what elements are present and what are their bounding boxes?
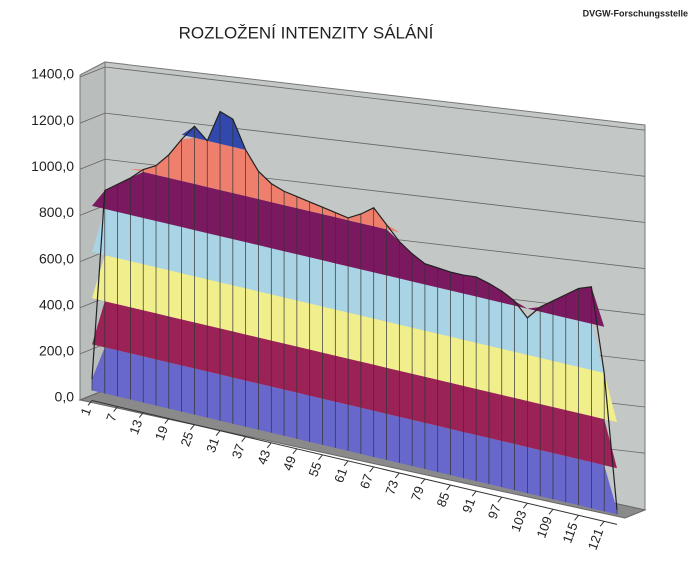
x-tick-label: 43: [254, 448, 273, 467]
color-band: [92, 171, 617, 330]
x-tick: [446, 484, 451, 491]
grid-line: [79, 158, 106, 170]
x-tick: [318, 454, 323, 461]
y-tick-label: 800,0: [39, 204, 74, 220]
y-tick-label: 200,0: [39, 343, 74, 359]
x-tick: [599, 521, 605, 527]
x-tick: [190, 424, 195, 430]
x-tick: [138, 412, 144, 418]
y-tick-label: 1200,0: [31, 112, 74, 128]
color-band: [92, 255, 617, 423]
y-tick-label: 1400,0: [31, 66, 74, 82]
x-tick: [394, 472, 400, 479]
x-tick-label: 103: [508, 508, 530, 534]
x-tick-label: 37: [229, 442, 248, 461]
chart-title: ROZLOŽENÍ INTENZITY SÁLÁNÍ: [179, 23, 434, 42]
y-tick-label: 0,0: [55, 389, 75, 405]
y-tick-label: 400,0: [39, 296, 74, 312]
x-tick: [420, 478, 426, 485]
y-tick-label: 600,0: [39, 250, 74, 266]
x-tick-label: 109: [534, 514, 556, 540]
x-tick: [164, 418, 170, 424]
x-tick: [87, 400, 93, 406]
x-tick-label: 73: [382, 478, 401, 497]
grid-line: [79, 112, 106, 124]
x-tick-label: 67: [357, 472, 376, 491]
x-tick-label: 91: [459, 496, 478, 515]
surface-outline: [91, 110, 618, 510]
grid-line: [104, 66, 646, 131]
x-tick-label: 7: [103, 412, 120, 424]
x-tick-label: 79: [408, 484, 427, 503]
x-tick-label: 121: [585, 526, 607, 552]
x-tick: [113, 406, 119, 412]
x-tick-label: 19: [152, 424, 171, 443]
x-tick-label: 85: [434, 490, 453, 509]
x-tick: [215, 430, 221, 437]
x-tick: [343, 460, 349, 467]
x-tick: [266, 442, 272, 449]
grid-line: [104, 112, 646, 177]
color-band: [92, 208, 617, 376]
x-tick-label: 55: [305, 460, 324, 479]
x-tick-label: 61: [331, 466, 350, 485]
x-tick: [369, 466, 375, 473]
x-tick: [522, 502, 528, 509]
x-tick-label: 97: [485, 502, 504, 521]
x-tick: [471, 490, 477, 497]
x-tick-label: 25: [177, 430, 196, 449]
x-tick: [548, 508, 554, 515]
x-tick-label: 1: [77, 406, 94, 418]
y-tick-label: 1000,0: [31, 158, 74, 174]
x-tick-label: 49: [280, 454, 299, 473]
x-tick: [241, 436, 247, 443]
x-tick-label: 31: [203, 436, 222, 455]
color-band: [92, 347, 617, 515]
grid-line: [79, 66, 106, 78]
x-axis: [91, 399, 618, 525]
x-tick: [574, 514, 579, 521]
x-tick: [292, 448, 298, 455]
x-tick-label: 13: [126, 418, 145, 437]
color-band: [92, 137, 617, 284]
color-band: [92, 111, 617, 238]
source-note: DVGW-Forschungsstelle: [583, 8, 688, 18]
color-band: [92, 301, 617, 469]
x-tick-label: 115: [559, 520, 580, 545]
x-tick: [497, 496, 503, 503]
